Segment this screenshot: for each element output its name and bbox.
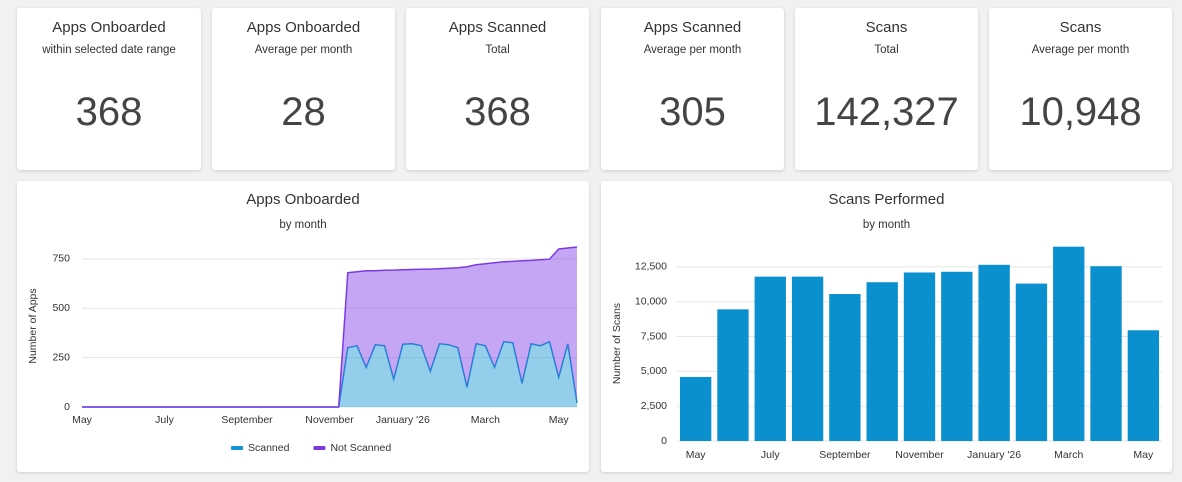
y-axis-label: Number of Apps — [27, 288, 39, 363]
y-tick-label: 250 — [52, 351, 70, 363]
kpi-title: Scans — [865, 19, 908, 36]
bar — [791, 276, 824, 441]
y-tick-label: 500 — [52, 302, 70, 314]
x-tick-label: September — [819, 449, 871, 461]
kpi-card: Apps Onboarded within selected date range… — [17, 8, 201, 170]
kpi-subtitle: Total — [874, 44, 899, 56]
kpi-subtitle: Average per month — [643, 44, 742, 56]
y-tick-label: 2,500 — [641, 400, 667, 412]
kpi-subtitle: Average per month — [254, 44, 353, 56]
kpi-subtitle: Total — [485, 44, 510, 56]
legend-swatch — [231, 446, 243, 450]
y-tick-label: 5,000 — [641, 365, 667, 377]
y-tick-label: 7,500 — [641, 330, 667, 342]
x-tick-label: September — [221, 414, 273, 426]
bar — [829, 294, 861, 441]
chart: Apps Onboarded by month 0 250 500 750 Number o… — [27, 191, 578, 454]
kpi-title: Apps Onboarded — [52, 19, 166, 36]
bar — [1127, 330, 1160, 441]
chart-card: Apps Onboarded by month 0 250 500 750 Number o… — [17, 181, 589, 472]
kpi-value: 142,327 — [814, 90, 959, 134]
bar — [866, 282, 898, 441]
x-tick-label: July — [155, 414, 174, 426]
x-tick-label: November — [305, 414, 354, 426]
kpi-card: Apps Scanned Total 368 — [406, 8, 589, 170]
bar — [1090, 266, 1122, 441]
kpi-subtitle: Average per month — [1031, 44, 1130, 56]
legend-label: Not Scanned — [330, 442, 391, 454]
kpi-card: Scans Average per month 10,948 — [989, 8, 1172, 170]
kpi-value: 368 — [75, 90, 143, 134]
kpi-card: Apps Scanned Average per month 305 — [601, 8, 784, 170]
x-tick-label: March — [471, 414, 500, 426]
y-tick-label: 750 — [52, 253, 70, 265]
y-tick-label: 12,500 — [635, 261, 667, 273]
kpi-value: 305 — [659, 90, 726, 134]
y-tick-label: 0 — [661, 435, 667, 447]
x-tick-label: May — [549, 414, 570, 426]
x-tick-label: July — [761, 449, 780, 461]
chart-subtitle: by month — [279, 219, 326, 231]
kpi-value: 10,948 — [1019, 90, 1142, 134]
kpi-subtitle: within selected date range — [42, 44, 176, 56]
legend-label: Scanned — [248, 442, 290, 454]
kpi-title: Apps Onboarded — [246, 19, 361, 36]
bar — [903, 272, 936, 441]
chart-subtitle: by month — [863, 219, 910, 231]
chart-title: Apps Onboarded — [246, 191, 359, 208]
kpi-title: Apps Scanned — [448, 19, 547, 36]
kpi-title: Scans — [1059, 19, 1102, 36]
bar — [679, 376, 712, 441]
bar — [978, 264, 1010, 441]
bar — [941, 271, 973, 441]
x-tick-label: January '26 — [967, 449, 1021, 461]
kpi-value: 368 — [464, 90, 531, 134]
area-fill — [82, 341, 577, 407]
x-tick-label: May — [72, 414, 93, 426]
y-tick-label: 10,000 — [635, 295, 667, 307]
kpi-title: Apps Scanned — [643, 19, 742, 36]
kpi-value: 28 — [281, 90, 326, 134]
bar — [1053, 246, 1085, 441]
bar — [754, 276, 786, 441]
kpi-card: Apps Onboarded Average per month 28 — [212, 8, 395, 170]
x-tick-label: November — [895, 449, 944, 461]
area-line — [82, 246, 578, 408]
y-tick-label: 0 — [64, 401, 70, 413]
chart: Scans Performed by month 0 2,500 5,000 7,500 1… — [611, 191, 1162, 461]
x-tick-label: January '26 — [376, 414, 430, 426]
x-tick-label: May — [1133, 449, 1154, 461]
kpi-card: Scans Total 142,327 — [795, 8, 978, 170]
bar — [1015, 283, 1048, 441]
legend-swatch — [313, 446, 326, 450]
bar — [717, 309, 749, 441]
x-tick-label: May — [686, 449, 707, 461]
area-fill — [82, 247, 577, 407]
y-axis-label: Number of Scans — [611, 303, 623, 384]
chart-card: Scans Performed by month 0 2,500 5,000 7,500 1… — [601, 181, 1172, 472]
x-tick-label: March — [1054, 449, 1083, 461]
chart-title: Scans Performed — [829, 191, 945, 208]
